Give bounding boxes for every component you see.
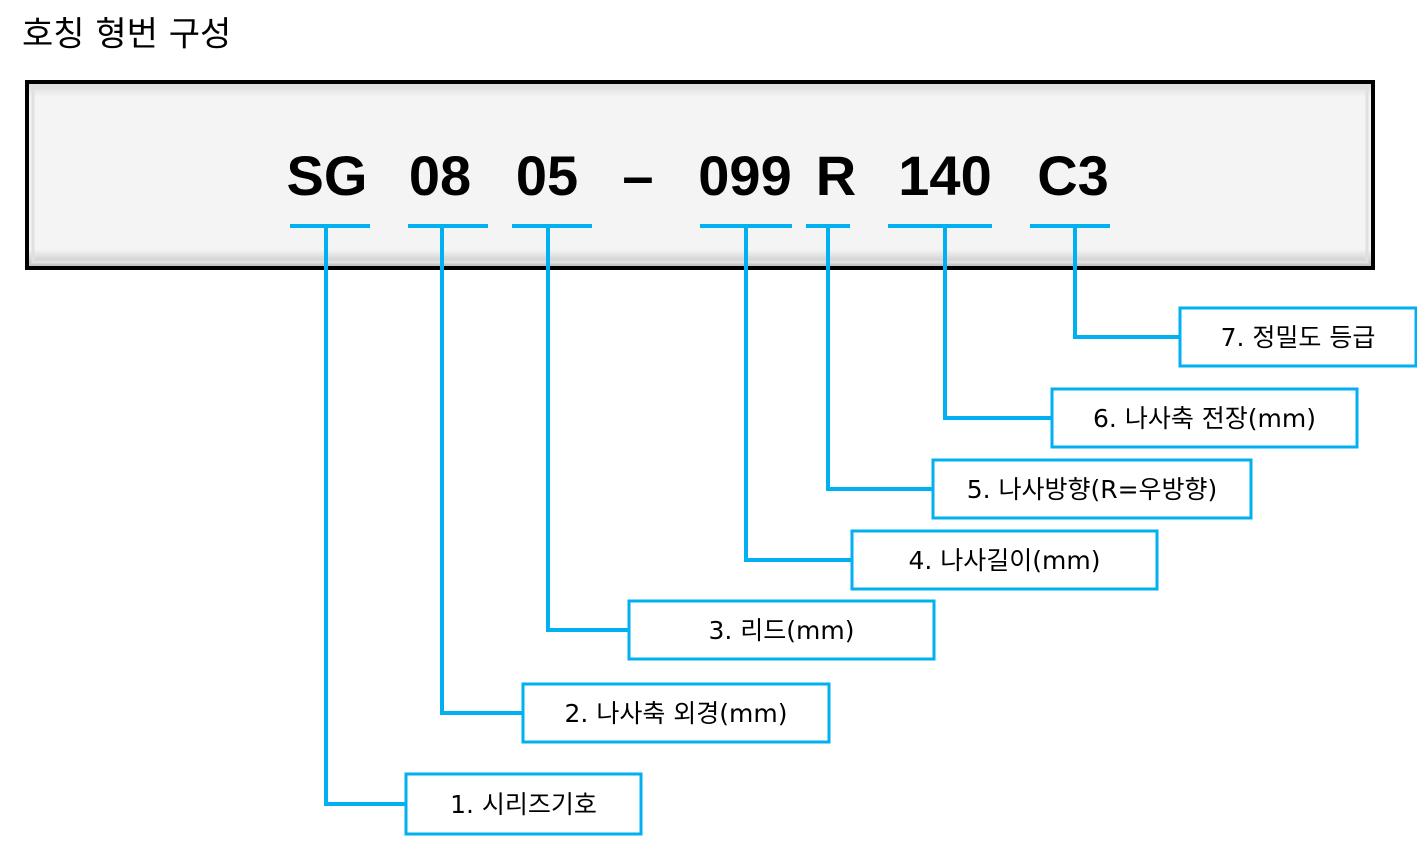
- label-box: [627, 599, 936, 661]
- label-text: 3. 리드(mm): [708, 616, 854, 645]
- label-box: [931, 458, 1253, 520]
- connector: [744, 226, 852, 562]
- label-text: 6. 나사축 전장(mm): [1093, 404, 1316, 433]
- connector: [943, 226, 1052, 420]
- label-box: [521, 682, 831, 744]
- code-part: R: [816, 144, 856, 207]
- label-text: 7. 정밀도 등급: [1221, 323, 1376, 352]
- connector: [1073, 226, 1180, 339]
- label-text: 2. 나사축 외경(mm): [565, 699, 788, 728]
- code-part: SG: [287, 144, 368, 207]
- code-part: 140: [898, 144, 991, 207]
- title: 호칭 형번 구성: [22, 15, 231, 55]
- label-text: 5. 나사방향(R=우방향): [967, 475, 1218, 504]
- label-text: 4. 나사길이(mm): [908, 546, 1100, 575]
- code-part: 08: [409, 144, 471, 207]
- code-part: C3: [1037, 144, 1109, 207]
- connector: [324, 226, 406, 806]
- code-part: –: [622, 144, 653, 207]
- label-text: 1. 시리즈기호: [450, 790, 597, 819]
- label-box: [1178, 306, 1417, 368]
- code-part: 099: [698, 144, 791, 207]
- connector: [826, 226, 933, 491]
- connector: [440, 226, 523, 715]
- label-box: [850, 529, 1159, 591]
- code-part: 05: [516, 144, 578, 207]
- code-box-bevel: [31, 86, 1369, 264]
- connector: [546, 226, 629, 632]
- label-box: [1050, 387, 1359, 449]
- code-box: [25, 80, 1375, 270]
- label-box: [404, 772, 643, 836]
